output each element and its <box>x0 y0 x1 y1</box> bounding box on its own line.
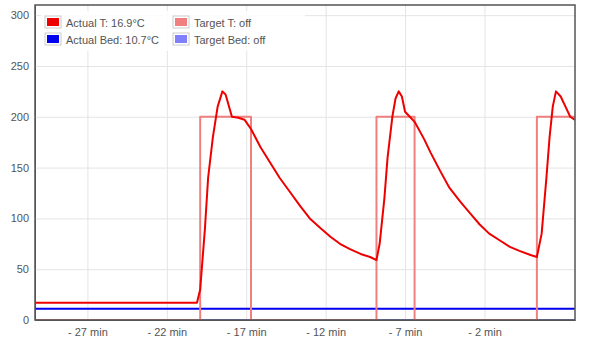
legend-label: Target T: off <box>194 17 252 29</box>
legend-swatch-border <box>45 16 61 28</box>
x-grid-line <box>405 5 406 320</box>
legend-label: Target Bed: off <box>194 34 266 46</box>
x-grid-line <box>326 5 327 320</box>
series-line <box>35 117 575 320</box>
y-tick: 250 <box>11 60 575 72</box>
legend-entry: Target Bed: off <box>173 33 266 46</box>
x-tick: - 7 min <box>389 5 423 338</box>
legend-entry: Actual Bed: 10.7°C <box>45 33 159 46</box>
y-tick-label: 100 <box>11 212 29 224</box>
chart-container: 0 50 100 150 200 250 300 - 27 min - 22 min - 17 m… <box>0 0 594 352</box>
y-tick-label: 200 <box>11 111 29 123</box>
x-tick: - 17 min <box>227 5 267 338</box>
legend-swatch <box>175 18 187 26</box>
y-axis: 0 50 100 150 200 250 300 <box>11 6 575 327</box>
x-tick-label: - 22 min <box>147 326 187 338</box>
y-tick-label: 150 <box>11 162 29 174</box>
x-tick-label: - 2 min <box>468 326 502 338</box>
y-tick: 200 <box>11 111 575 123</box>
y-tick-label: 300 <box>11 9 29 21</box>
x-tick-label: - 17 min <box>227 326 267 338</box>
y-grid-line <box>35 218 575 219</box>
x-tick: - 22 min <box>147 5 187 338</box>
y-grid-line <box>35 66 575 67</box>
y-tick: 100 <box>11 212 575 224</box>
y-tick-label: 0 <box>23 314 29 326</box>
x-grid-line <box>87 5 88 320</box>
legend-label: Actual T: 16.9°C <box>66 17 145 29</box>
plot-background <box>35 5 575 320</box>
x-tick: - 12 min <box>306 5 346 338</box>
x-axis: - 27 min - 22 min - 17 min - 12 min - 7 min -… <box>36 5 576 338</box>
y-tick-label: 50 <box>17 263 29 275</box>
x-tick-label: - 12 min <box>306 326 346 338</box>
y-grid-line <box>35 168 575 169</box>
series-line <box>35 91 575 302</box>
y-tick-label: 250 <box>11 60 29 72</box>
y-tick: 50 <box>17 263 575 275</box>
legend-swatch <box>47 18 59 26</box>
x-grid-line <box>246 5 247 320</box>
legend-swatch <box>47 35 59 43</box>
legend-label: Actual Bed: 10.7°C <box>66 34 159 46</box>
legend-swatch <box>175 35 187 43</box>
plot-frame <box>35 5 575 320</box>
legend: Actual T: 16.9°C Target T: off Actual Bed:… <box>41 11 305 51</box>
legend-background <box>41 11 305 51</box>
chart-svg: 0 50 100 150 200 250 300 - 27 min - 22 min - 17 m… <box>0 0 594 352</box>
plot-lines <box>35 91 575 320</box>
legend-swatch-border <box>173 33 189 45</box>
legend-swatch-border <box>45 33 61 45</box>
series-line <box>35 308 575 310</box>
y-grid-line <box>35 117 575 118</box>
x-tick-label: - 27 min <box>68 326 108 338</box>
y-tick: 150 <box>11 162 575 174</box>
x-tick: - 27 min <box>68 5 108 338</box>
y-grid-line <box>35 269 575 270</box>
x-tick: - 2 min <box>468 5 502 338</box>
x-grid-line <box>167 5 168 320</box>
x-tick-label: - 7 min <box>389 326 423 338</box>
x-grid-line <box>484 5 485 320</box>
legend-entry: Target T: off <box>173 16 252 29</box>
legend-swatch-border <box>173 16 189 28</box>
legend-entry: Actual T: 16.9°C <box>45 16 145 29</box>
